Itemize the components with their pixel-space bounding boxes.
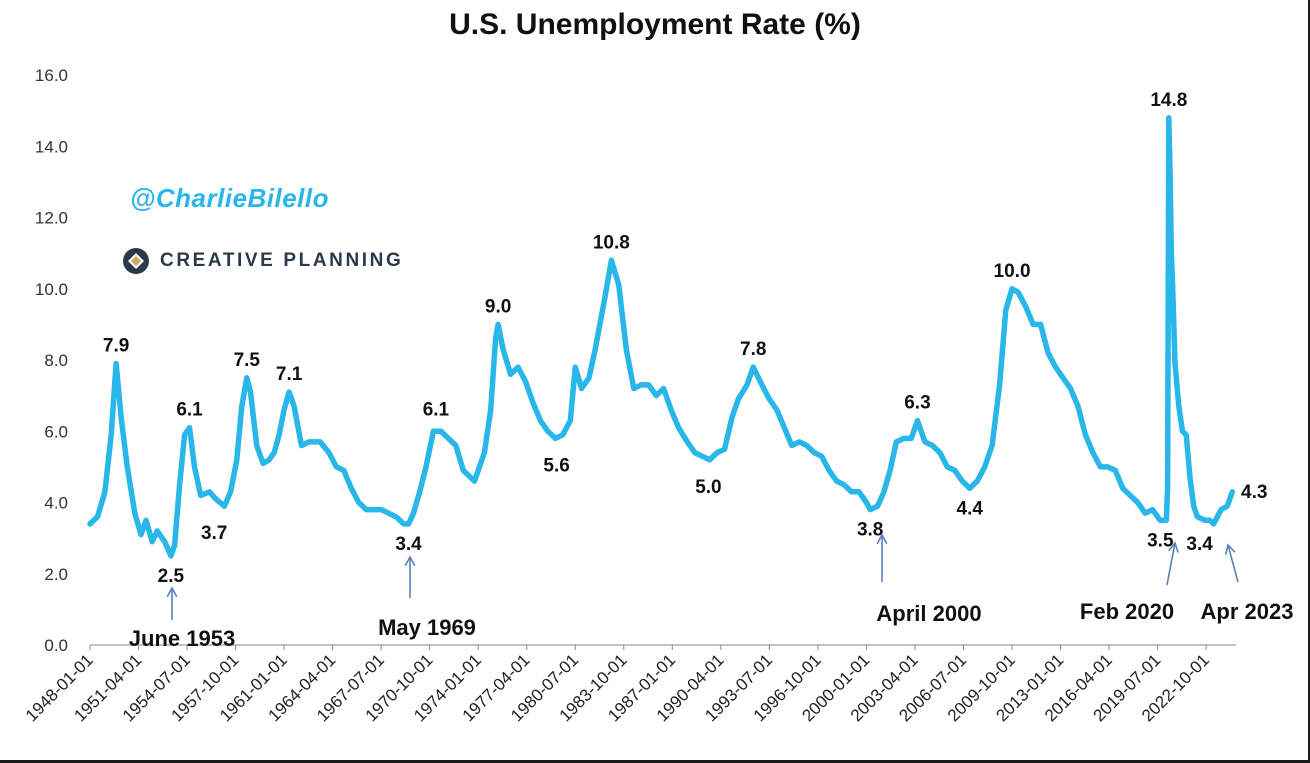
- data-label: 3.5: [1147, 530, 1174, 551]
- chart-title: U.S. Unemployment Rate (%): [449, 8, 861, 41]
- data-label: 14.8: [1150, 90, 1187, 111]
- annotations-group: June 1953 May 1969 April 2000 Feb 2020 Apr 2…: [129, 533, 1294, 651]
- data-label: 3.8: [857, 520, 883, 541]
- data-label: 7.9: [103, 336, 129, 357]
- annotation: April 2000: [876, 533, 982, 626]
- y-tick-label: 4.0: [44, 494, 68, 513]
- annotation: Apr 2023: [1201, 543, 1294, 624]
- annotation-label: May 1969: [378, 615, 476, 640]
- annotation: June 1953: [129, 586, 235, 651]
- annotation-arrow: [1227, 544, 1239, 583]
- x-axis: 1948-01-011951-04-011954-07-011957-10-01…: [22, 644, 1236, 725]
- data-label: 7.1: [276, 364, 303, 385]
- y-axis: 0.0 2.0 4.0 6.0 8.0 10.0 12.0 14.0 16.0: [35, 66, 68, 655]
- annotation-label: Feb 2020: [1080, 599, 1174, 624]
- data-label: 6.3: [904, 393, 930, 414]
- data-label: 4.4: [957, 498, 984, 519]
- data-label: 3.4: [395, 534, 422, 555]
- series-group: [87, 115, 1236, 559]
- annotation: May 1969: [378, 555, 476, 640]
- data-label: 6.1: [176, 400, 203, 421]
- data-label: 9.0: [485, 296, 511, 317]
- annotation-arrow: [1166, 542, 1176, 586]
- annotation-arrowhead: [876, 533, 888, 545]
- data-label: 3.4: [1186, 534, 1213, 555]
- data-labels-group: 7.9 2.5 6.1 3.7 7.5 7.1 3.4 6.1 9.0 5.6 10.8 5.0 7.8…: [103, 90, 1268, 587]
- data-label: 10.0: [994, 261, 1031, 282]
- y-tick-label: 8.0: [44, 351, 68, 370]
- data-label: 3.7: [201, 523, 227, 544]
- brand-name: CREATIVE PLANNING: [160, 250, 404, 271]
- y-tick-label: 6.0: [44, 422, 68, 441]
- y-tick-label: 0.0: [44, 636, 68, 655]
- annotation-arrowhead: [1168, 541, 1179, 553]
- annotation: Feb 2020: [1080, 541, 1179, 624]
- data-label: 2.5: [158, 566, 185, 587]
- data-label: 7.5: [234, 350, 261, 371]
- data-label: 6.1: [423, 400, 450, 421]
- annotation-arrowhead: [1224, 543, 1236, 555]
- brand-logo: CREATIVE PLANNING: [122, 247, 403, 275]
- data-label: 7.8: [740, 339, 766, 360]
- data-label: 4.3: [1241, 482, 1267, 503]
- y-tick-label: 16.0: [35, 66, 68, 85]
- data-label: 5.0: [695, 477, 721, 498]
- y-tick-label: 10.0: [35, 280, 68, 299]
- annotation-label: Apr 2023: [1201, 599, 1294, 624]
- annotation-label: June 1953: [129, 626, 235, 651]
- y-tick-label: 12.0: [35, 209, 68, 228]
- data-label: 5.6: [543, 456, 569, 477]
- creative-planning-logo-icon: [123, 248, 149, 274]
- annotation-arrowhead: [404, 555, 416, 567]
- y-tick-label: 2.0: [44, 565, 68, 584]
- annotation-arrowhead: [166, 586, 178, 598]
- y-tick-label: 14.0: [35, 137, 68, 156]
- annotation-label: April 2000: [876, 601, 981, 626]
- unemployment-rate-line: [87, 115, 1236, 559]
- data-label: 10.8: [593, 232, 630, 253]
- watermark-handle: @CharlieBilello: [130, 183, 330, 213]
